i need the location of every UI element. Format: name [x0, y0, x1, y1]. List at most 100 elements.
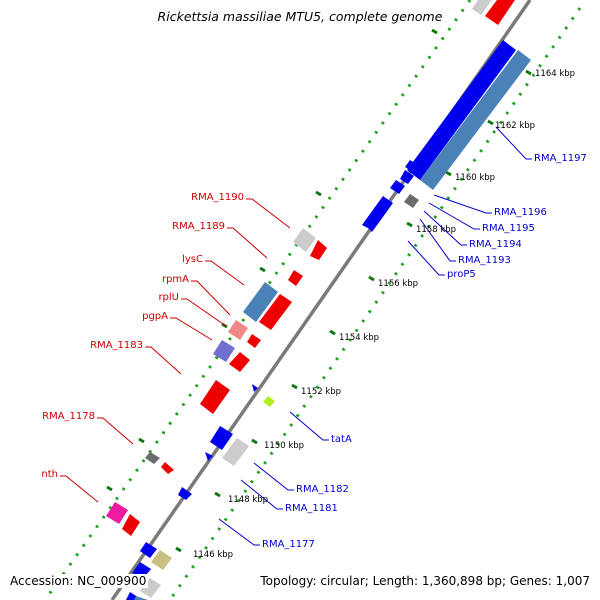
outer-dot-track: [168, 7, 582, 600]
inner-tick: [138, 437, 145, 444]
tick-label: 1158 kbp: [416, 225, 456, 235]
gene-rpma[interactable]: [259, 294, 292, 330]
gene-label-rplu[interactable]: rplU: [158, 292, 179, 303]
gene-pgpa-purple[interactable]: [213, 340, 235, 362]
gene-rma-1197-blue[interactable]: [407, 40, 516, 180]
tick-mark: [214, 491, 221, 498]
gene-label-rpma[interactable]: rpmA: [162, 274, 189, 285]
gene-label-tata[interactable]: tatA: [331, 434, 352, 445]
gene-bottom-khaki[interactable]: [151, 550, 172, 570]
gene-label-rma-1190[interactable]: RMA_1190: [191, 192, 244, 203]
leader-nth: [60, 475, 99, 503]
leader-rma-1197: [495, 126, 532, 160]
gene-rma-1193-grey[interactable]: [404, 194, 419, 208]
gene-label-rma-1182[interactable]: RMA_1182: [296, 484, 349, 495]
gene-rma-1195[interactable]: [390, 180, 405, 194]
gene-label-prop5[interactable]: proP5: [447, 269, 476, 280]
forward-strand-genes: [106, 228, 327, 536]
leader-tata: [289, 411, 329, 441]
gene-prop5[interactable]: [362, 196, 393, 232]
gene-nth-red[interactable]: [122, 514, 140, 536]
gene-nth-magenta[interactable]: [106, 502, 128, 524]
accession-text: Accession: NC_009900: [8, 574, 149, 588]
gene-label-lysc[interactable]: lysC: [182, 254, 203, 265]
gene-rma-1178-red[interactable]: [161, 462, 174, 474]
tick-label: 1164 kbp: [535, 69, 575, 79]
inner-tick-marks: [106, 28, 438, 492]
topology-text: Topology: circular; Length: 1,360,898 bp…: [258, 574, 592, 588]
gene-rma-1182-grey[interactable]: [222, 438, 249, 466]
leader-rma-1194: [423, 210, 467, 246]
gene-label-rma-1177[interactable]: RMA_1177: [262, 539, 315, 550]
leader-pgpa: [170, 317, 213, 341]
gene-rma-1197-steel[interactable]: [420, 50, 531, 190]
gene-rma-1190[interactable]: [293, 228, 316, 252]
right-leaders: [218, 126, 532, 546]
gene-label-rma-1178[interactable]: RMA_1178: [42, 411, 95, 422]
gene-label-rma-1183[interactable]: RMA_1183: [90, 340, 143, 351]
tick-marks: [175, 69, 532, 553]
tick-label: 1150 kbp: [264, 441, 304, 451]
tick-mark: [251, 438, 258, 445]
gene-label-rma-1189[interactable]: RMA_1189: [172, 221, 225, 232]
gene-bottom-steel[interactable]: [134, 596, 148, 600]
tick-mark: [445, 170, 452, 177]
gene-label-rma-1193[interactable]: RMA_1193: [458, 255, 511, 266]
gene-top-grey[interactable]: [472, 0, 492, 15]
gene-rplu[interactable]: [228, 320, 248, 340]
right-gene-labels: RMA_1197 RMA_1196 RMA_1195 RMA_1194 RMA_…: [262, 153, 587, 550]
gene-label-rma-1195[interactable]: RMA_1195: [482, 223, 535, 234]
gene-top-red[interactable]: [485, 0, 515, 25]
gene-rma-1178-grey[interactable]: [145, 452, 160, 464]
gene-lysc-steel[interactable]: [243, 282, 278, 322]
inner-tick: [315, 190, 322, 197]
tick-label: 1160 kbp: [455, 173, 495, 183]
gene-rma-1177-left[interactable]: [178, 487, 192, 500]
gene-tata[interactable]: [263, 396, 275, 407]
gene-label-pgpa[interactable]: pgpA: [142, 311, 168, 322]
gene-label-rma-1194[interactable]: RMA_1194: [469, 239, 522, 250]
leader-rma-1195: [428, 202, 480, 230]
gene-rma-1182-blue[interactable]: [210, 426, 233, 450]
gene-label-rma-1196[interactable]: RMA_1196: [494, 207, 547, 218]
leader-rpma: [191, 280, 231, 316]
left-leaders: [60, 198, 291, 503]
leader-rma-1193: [419, 218, 456, 262]
leader-rma-1196: [433, 194, 492, 214]
gene-rma-1183-red[interactable]: [229, 352, 250, 372]
gene-bottom-blue-1[interactable]: [140, 542, 157, 558]
map-title: Rickettsia massiliae MTU5, complete geno…: [0, 9, 600, 24]
gene-rma-1189[interactable]: [310, 240, 327, 260]
leader-rma-1177: [218, 518, 260, 546]
gene-rma-1194[interactable]: [405, 160, 418, 172]
gene-label-rma-1197[interactable]: RMA_1197: [534, 153, 587, 164]
tick-mark: [291, 383, 298, 390]
tick-mark: [175, 546, 182, 553]
gene-rma-1196[interactable]: [400, 170, 414, 184]
gene-rma-1183-large[interactable]: [200, 380, 230, 414]
leader-rma-1178: [97, 417, 134, 445]
tick-label: 1152 kbp: [301, 387, 341, 397]
gene-pgpa-red[interactable]: [247, 334, 261, 348]
gene-small-blue[interactable]: [252, 384, 258, 392]
tick-label: 1162 kbp: [495, 121, 535, 131]
tick-mark: [406, 221, 413, 228]
gene-label-rma-1181[interactable]: RMA_1181: [285, 503, 338, 514]
reverse-strand-genes: [126, 0, 531, 600]
gene-bottom-grey[interactable]: [140, 578, 161, 598]
tick-mark: [525, 69, 532, 76]
tick-mark: [368, 275, 375, 282]
tick-mark: [487, 119, 494, 126]
tick-labels: 1146 kbp 1148 kbp 1150 kbp 1152 kbp 1154…: [193, 69, 575, 560]
gene-rma-1181[interactable]: [205, 452, 213, 461]
tick-mark: [329, 329, 336, 336]
gene-lysc-red[interactable]: [288, 270, 303, 286]
tick-label: 1146 kbp: [193, 550, 233, 560]
tick-label: 1154 kbp: [339, 333, 379, 343]
gene-label-nth[interactable]: nth: [41, 469, 58, 480]
leader-rma-1183: [145, 346, 182, 375]
leader-rma-1181: [240, 479, 283, 510]
leader-lysc: [205, 260, 245, 286]
